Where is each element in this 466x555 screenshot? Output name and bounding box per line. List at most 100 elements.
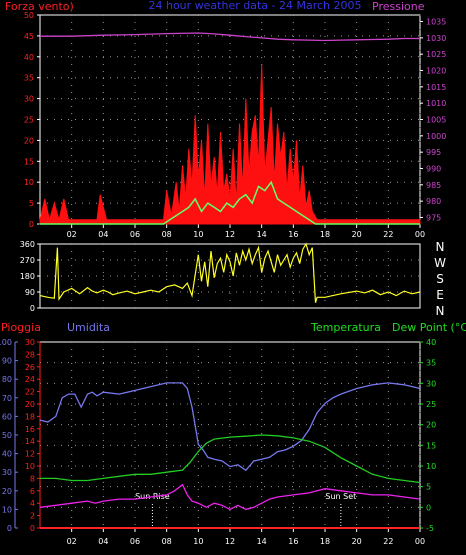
tick-label-time: 02: [67, 230, 77, 239]
tick-label-direction: 270: [20, 256, 35, 265]
tick-label-pressure: 995: [426, 148, 441, 157]
tick-label-rain: 4: [30, 499, 35, 508]
tick-label-time: 04: [98, 230, 108, 239]
tick-label-humidity: 50: [2, 431, 12, 440]
tick-label-temperature: 20: [426, 421, 436, 430]
tick-label-pressure: 1015: [426, 83, 446, 92]
compass-label: N: [436, 304, 445, 318]
tick-label-pressure: 990: [426, 164, 441, 173]
tick-label-time: 06: [130, 230, 140, 239]
humidity-line: [39, 382, 421, 472]
tick-label-time: 20: [352, 230, 362, 239]
tick-label-rain: 14: [25, 437, 35, 446]
tick-label-temperature: 15: [426, 441, 436, 450]
tick-label-rain: 28: [25, 350, 35, 359]
tick-label-direction: 180: [20, 272, 35, 281]
tick-label-wind: 10: [24, 178, 34, 187]
tick-label-humidity: 60: [2, 412, 12, 421]
tick-label-humidity: 0: [7, 524, 12, 533]
tick-label-wind: 25: [24, 116, 34, 125]
tick-label-time: 08: [162, 537, 172, 546]
tick-label-temperature: 35: [426, 359, 436, 368]
tick-label-rain: 26: [25, 363, 35, 372]
tick-label-rain: 2: [30, 512, 35, 521]
wind-speed-axis-label: Forza vento): [5, 0, 74, 13]
tick-label-rain: 8: [30, 474, 35, 483]
pressure-line: [40, 32, 420, 42]
tick-label-humidity: 90: [2, 357, 12, 366]
average-wind-line: [40, 180, 420, 225]
tick-label-rain: 20: [25, 400, 35, 409]
tick-label-wind: 40: [24, 53, 34, 62]
tick-label-wind: 15: [24, 157, 34, 166]
tick-label-humidity: 40: [2, 450, 12, 459]
tick-label-rain: 18: [25, 412, 35, 421]
tick-label-rain: 10: [25, 462, 35, 471]
tick-label-wind: 5: [29, 199, 34, 208]
humidity-axis-label: Umidita: [67, 321, 110, 334]
tick-label-time: 12: [225, 230, 235, 239]
tick-label-time: 10: [193, 230, 203, 239]
tick-label-time: 22: [383, 537, 393, 546]
wind-direction-line: [39, 242, 421, 303]
tick-label-pressure: 1030: [426, 34, 446, 43]
tick-label-pressure: 1025: [426, 50, 446, 59]
tick-label-pressure: 1000: [426, 132, 446, 141]
tick-label-temperature: 30: [426, 379, 436, 388]
tick-label-time: 20: [352, 537, 362, 546]
tick-label-humidity: 80: [2, 375, 12, 384]
tick-label-time: 02: [67, 537, 77, 546]
tick-label-wind: 35: [24, 74, 34, 83]
rain-axis-label: Pioggia: [1, 321, 41, 334]
tick-label-time: 18: [320, 230, 330, 239]
tick-label-time: 14: [257, 537, 267, 546]
tick-label-rain: 0: [30, 524, 35, 533]
tick-label-time: 08: [162, 230, 172, 239]
tick-label-time: 00: [415, 537, 425, 546]
tick-label-pressure: 1010: [426, 99, 446, 108]
tick-label-rain: 24: [25, 375, 35, 384]
tick-label-humidity: 100: [0, 338, 12, 347]
tick-label-time: 06: [130, 537, 140, 546]
tick-label-time: 04: [98, 537, 108, 546]
tick-label-temperature: 0: [426, 503, 431, 512]
tick-label-temperature: 25: [426, 400, 436, 409]
tick-label-time: 14: [257, 230, 267, 239]
tick-label-rain: 12: [25, 450, 35, 459]
sun-event-label: Sun Set: [325, 492, 356, 501]
tick-label-wind: 30: [24, 95, 34, 104]
tick-label-pressure: 1005: [426, 116, 446, 125]
tick-label-pressure: 1020: [426, 67, 446, 76]
tick-label-wind: 0: [29, 220, 34, 229]
tick-label-pressure: 975: [426, 213, 441, 222]
tick-label-direction: 360: [20, 240, 35, 249]
dew-point-line: [39, 483, 421, 511]
pressure-axis-label: Pressione: [372, 0, 425, 13]
tick-label-rain: 30: [25, 338, 35, 347]
temperature-axis-label: Temperatura: [310, 321, 381, 334]
tick-label-temperature: 10: [426, 462, 436, 471]
temperature-humidity-panel: 0102030405060708090100024681012141618202…: [0, 338, 436, 546]
compass-label: E: [436, 288, 444, 302]
wind-pressure-panel: 0510152025303540455097598098599099510001…: [24, 11, 447, 239]
compass-label: S: [436, 272, 444, 286]
tick-label-wind: 50: [24, 11, 34, 20]
tick-label-pressure: 980: [426, 197, 441, 206]
tick-label-rain: 22: [25, 388, 35, 397]
tick-label-rain: 16: [25, 425, 35, 434]
tick-label-pressure: 1035: [426, 18, 446, 27]
tick-label-temperature: -5: [426, 524, 434, 533]
tick-label-direction: 0: [30, 304, 35, 313]
compass-label: N: [436, 240, 445, 254]
tick-label-time: 18: [320, 537, 330, 546]
tick-label-time: 12: [225, 537, 235, 546]
temperature-line: [40, 434, 421, 484]
tick-label-humidity: 30: [2, 468, 12, 477]
wind-speed-area: [39, 65, 421, 225]
tick-label-time: 16: [288, 537, 298, 546]
compass-label: W: [434, 256, 446, 270]
tick-label-wind: 45: [24, 32, 34, 41]
tick-label-time: 16: [288, 230, 298, 239]
